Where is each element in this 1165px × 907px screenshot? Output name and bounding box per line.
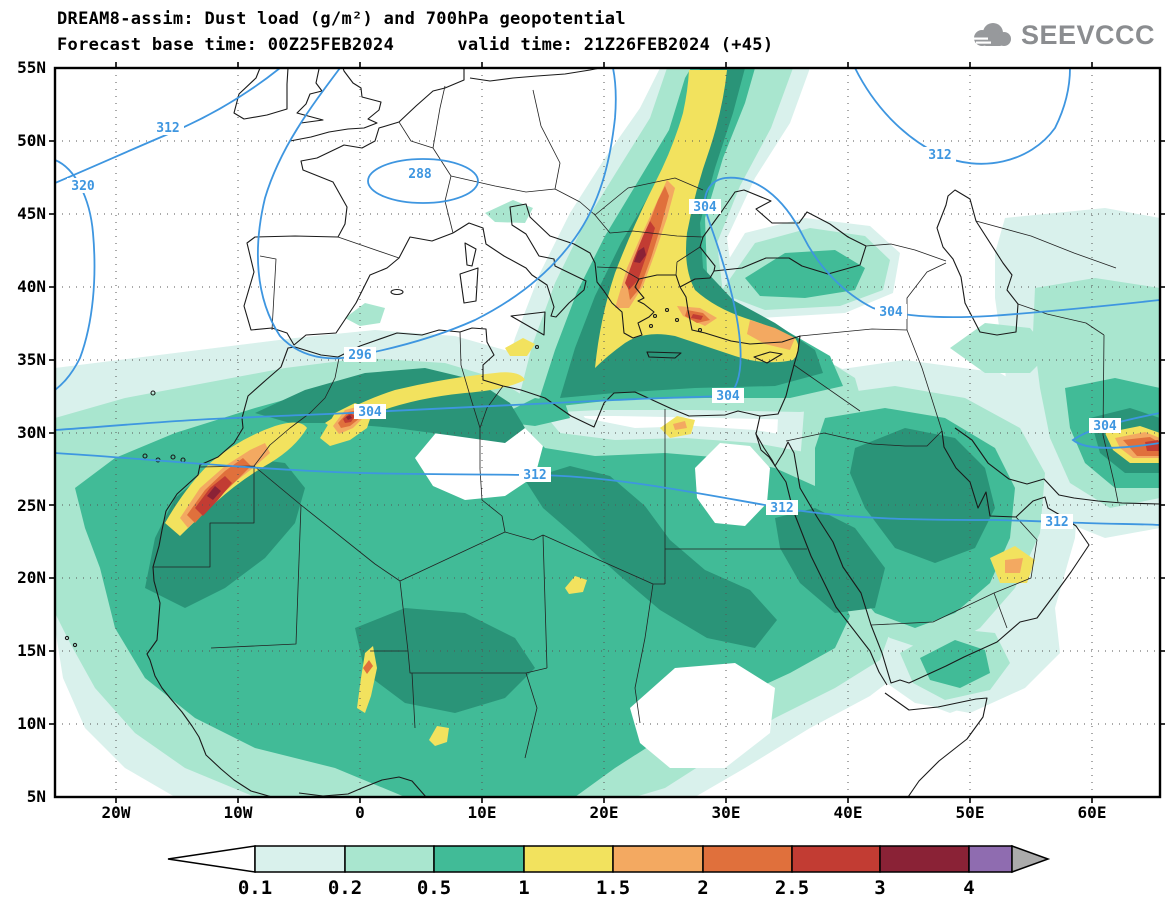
lat-label: 15N [17,641,46,660]
lat-label: 45N [17,204,46,223]
map-svg: 312 320 288 296 304 304 304 312 312 304 … [49,62,1165,803]
contour-label: 312 [770,501,793,516]
colorbar-tick-label: 4 [963,877,974,899]
contour-label: 288 [408,167,432,182]
colorbar-arrow-right [1011,844,1051,874]
logo-text: SEEVCCC [1020,20,1155,50]
colorbar-tick-label: 1.5 [596,877,630,899]
title-block: DREAM8-assim: Dust load (g/m²) and 700hP… [57,6,773,59]
map-frame [49,62,1165,803]
contour-label: 304 [693,200,717,215]
colorbar-tick-label: 1 [518,877,529,899]
lat-label: 30N [17,423,46,442]
seevccc-logo: SEEVCCC [967,20,1155,51]
colorbar-segment [254,845,346,873]
lat-label: 50N [17,131,46,150]
lon-label: 0 [355,803,365,822]
colorbar-segment [791,845,881,873]
country-borders [153,85,1119,759]
cloud-icon [970,22,1011,46]
contour-label: 312 [928,148,951,163]
contour-label: 304 [1093,419,1117,434]
dust-shading [55,68,1160,797]
contour-label: 304 [716,389,740,404]
contour-label: 312 [156,121,179,136]
colorbar-segment [879,845,970,873]
colorbar-segment [523,845,614,873]
lon-label: 10W [223,803,253,822]
contour-labels: 312 320 288 296 304 304 304 312 312 304 … [67,120,1121,530]
chart-title: DREAM8-assim: Dust load (g/m²) and 700hP… [57,9,626,29]
colorbar-arrow-left [167,845,256,873]
lat-label: 10N [17,714,46,733]
colorbar-segment [968,845,1013,873]
lon-label: 20E [589,803,619,822]
contour-label: 312 [1045,515,1068,530]
contour-label: 304 [879,305,903,320]
colorbar-tick-label: 2.5 [775,877,809,899]
colorbar-tick-label: 2 [697,877,708,899]
map-canvas: 312 320 288 296 304 304 304 312 312 304 … [49,62,1165,807]
contour-label: 304 [358,405,382,420]
colorbar-tick-label: 3 [874,877,885,899]
colorbar-tick-label: 0.1 [238,877,272,899]
lat-label: 5N [26,787,46,806]
contour-label: 312 [523,468,546,483]
colorbar-tick-label: 0.5 [417,877,451,899]
contour-label: 296 [348,348,372,363]
lat-label: 20N [17,568,46,587]
lon-label: 20W [101,803,131,822]
lon-label: 30E [711,803,741,822]
contour-label: 320 [71,179,95,194]
lat-label: 40N [17,277,46,296]
lon-label: 40E [833,803,863,822]
lon-label: 10E [467,803,497,822]
lon-label: 60E [1077,803,1107,822]
colorbar-segment [433,845,525,873]
colorbar-segment [344,845,435,873]
lat-label: 55N [17,58,46,77]
colorbar-tick-label: 0.2 [328,877,362,899]
chart-subtitle: Forecast base time: 00Z25FEB2024 valid t… [57,35,774,56]
lat-label: 35N [17,350,46,369]
colorbar-segment [612,845,704,873]
lat-label: 25N [17,496,46,515]
colorbar-segment [702,845,793,873]
lon-label: 50E [955,803,985,822]
colorbar: 0.1 0.2 0.5 1 1.5 2 2.5 3 4 [167,844,1051,899]
